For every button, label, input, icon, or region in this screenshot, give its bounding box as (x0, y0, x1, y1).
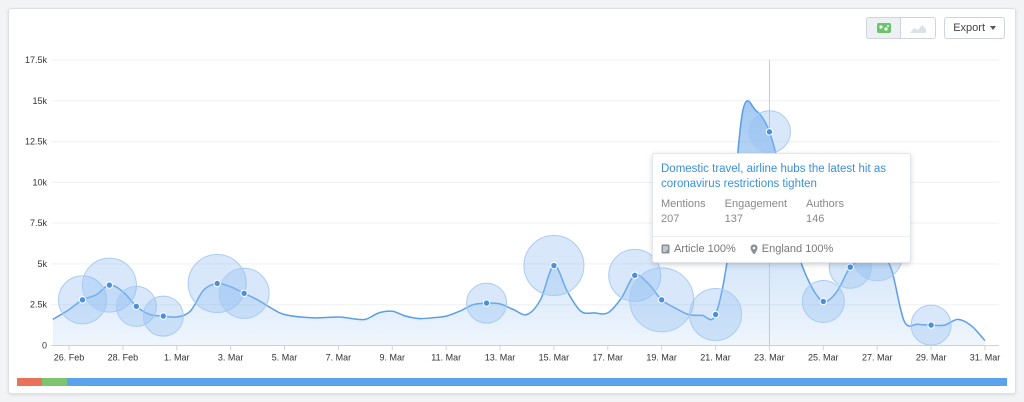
y-axis: 0 2.5k 5k 7.5k 10k 12.5k 15k 17.5k (25, 55, 48, 351)
point-markers[interactable] (78, 128, 935, 329)
data-point[interactable] (132, 302, 141, 311)
stat-engagement: Engagement 137 (725, 198, 787, 225)
x-tick-label: 26. Feb (54, 353, 85, 363)
data-point[interactable] (765, 128, 774, 136)
area-chart-toggle[interactable] (901, 18, 936, 38)
x-tick-label: 1. Mar (164, 353, 190, 363)
data-point[interactable] (78, 296, 87, 304)
x-tick-label: 25. Mar (808, 353, 839, 363)
x-tick-label: 3. Mar (218, 353, 244, 363)
x-tick-label: 19. Mar (646, 353, 677, 363)
y-tick-label: 12.5k (25, 137, 48, 147)
stat-mentions: Mentions 207 (661, 198, 706, 225)
x-tick-label: 7. Mar (326, 353, 352, 363)
x-tick-label: 11. Mar (431, 353, 461, 363)
sentiment-segment (17, 378, 42, 386)
tooltip-title-link[interactable]: Domestic travel, airline hubs the latest… (661, 163, 886, 190)
y-tick-label: 10k (32, 177, 47, 187)
tooltip-footer: Article 100% England 100% (661, 243, 833, 255)
x-tick-label: 29. Mar (916, 353, 947, 363)
data-point[interactable] (846, 263, 854, 271)
x-tick-label: 5. Mar (272, 353, 298, 363)
stat-label: Mentions (661, 198, 706, 210)
bubbles[interactable] (57, 110, 952, 346)
data-point[interactable] (927, 321, 935, 329)
export-label: Export (953, 22, 985, 34)
data-point[interactable] (657, 296, 666, 304)
stat-label: Authors (806, 198, 844, 210)
toolbar: Export (866, 17, 1005, 39)
stat-authors: Authors 146 (806, 198, 844, 225)
x-tick-label: 23. Mar (754, 353, 785, 363)
x-tick-label: 28. Feb (108, 353, 139, 363)
data-point[interactable] (105, 281, 114, 289)
data-point[interactable] (819, 297, 828, 306)
x-axis: 26. Feb 28. Feb 1. Mar 3. Mar 5. Mar 7. Mar 9.… (54, 345, 1001, 363)
data-point[interactable] (240, 289, 248, 297)
x-tick-label: 13. Mar (485, 353, 516, 363)
stat-value: 207 (661, 213, 680, 225)
x-tick-label: 17. Mar (593, 353, 624, 363)
y-tick-label: 5k (37, 259, 47, 269)
source-type: Article 100% (661, 243, 736, 255)
data-point[interactable] (159, 312, 167, 320)
location-pin-icon (750, 244, 758, 254)
chart-card: 0 2.5k 5k 7.5k 10k 12.5k 15k 17.5k 26. Feb 28. F… (8, 8, 1016, 394)
y-tick-label: 17.5k (25, 55, 48, 65)
stat-label: Engagement (724, 198, 788, 210)
y-tick-label: 2.5k (30, 300, 48, 310)
location-label: England 100% (761, 243, 834, 255)
location: England 100% (750, 243, 834, 255)
chevron-down-icon (990, 26, 996, 30)
tooltip-stats: Mentions 207 Engagement 137 Authors 146 (661, 198, 863, 225)
sentiment-bar (17, 378, 1007, 386)
x-tick-label: 21. Mar (700, 353, 731, 363)
y-tick-label: 0 (42, 341, 47, 351)
data-point[interactable] (631, 271, 639, 280)
stat-value: 146 (806, 213, 825, 225)
article-icon (661, 244, 670, 254)
data-point[interactable] (550, 261, 558, 270)
series-line (52, 100, 986, 342)
tooltip: Domestic travel, airline hubs the latest… (652, 153, 911, 263)
export-button[interactable]: Export (944, 17, 1005, 39)
y-tick-label: 7.5k (30, 218, 48, 228)
sentiment-segment (41, 378, 67, 386)
y-tick-label: 15k (32, 96, 47, 106)
x-tick-label: 27. Mar (862, 353, 893, 363)
sentiment-segment (66, 378, 1007, 386)
x-tick-label: 15. Mar (539, 353, 570, 363)
stat-value: 137 (724, 213, 743, 225)
bubble-chart-icon (876, 23, 891, 33)
area-chart-icon (910, 25, 927, 33)
data-point[interactable] (482, 299, 491, 307)
data-point[interactable] (711, 310, 720, 319)
source-type-label: Article 100% (674, 243, 736, 255)
x-tick-label: 9. Mar (380, 353, 406, 363)
tooltip-divider (653, 236, 910, 237)
bubble-chart-toggle[interactable] (867, 18, 902, 38)
x-tick-label: 31. Mar (970, 353, 1001, 363)
chart-type-toggle (866, 17, 937, 39)
data-point[interactable] (213, 279, 221, 288)
